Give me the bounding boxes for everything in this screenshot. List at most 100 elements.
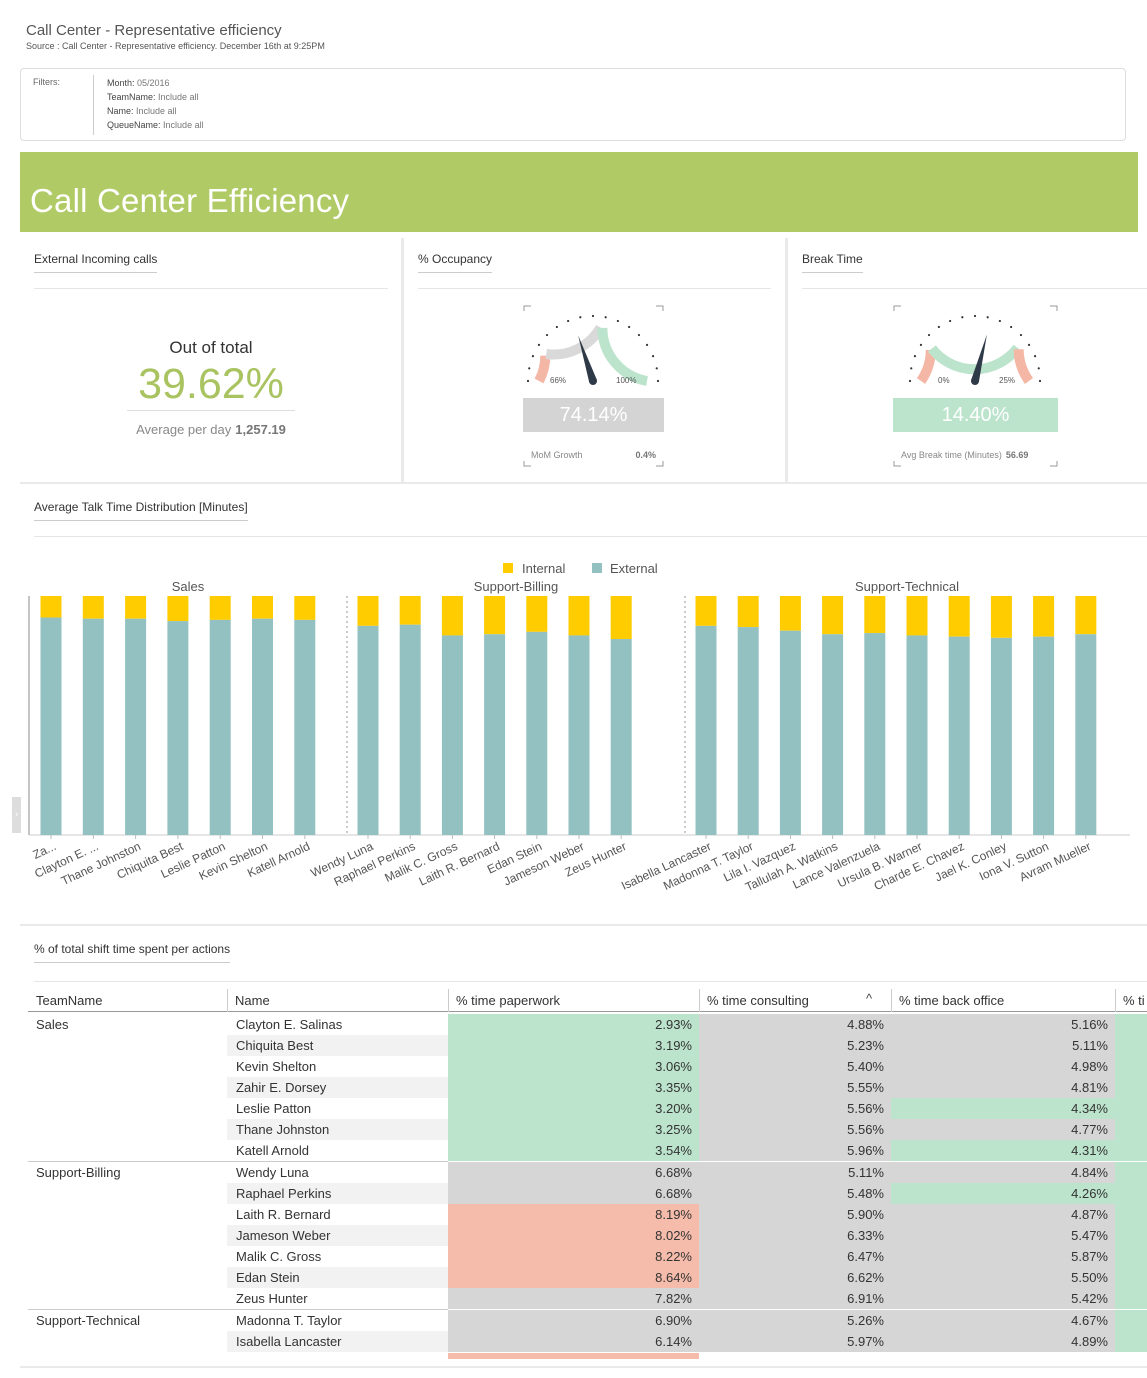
break-time-widget[interactable]: Break Time 0% 25% 14.40% Avg Break time … [788, 238, 1147, 482]
filters-list: Month: 05/2016 TeamName: Include all Nam… [107, 76, 204, 132]
team-name-cell: Support-Technical [36, 1313, 141, 1328]
widget-title: Break Time [802, 252, 863, 273]
filter-month[interactable]: Month: 05/2016 [107, 76, 204, 90]
gauge-tick [616, 319, 619, 323]
gauge-tick [937, 325, 940, 329]
gauge-footer-value: 0.4% [635, 450, 656, 460]
name-cell[interactable]: Edan Stein [227, 1267, 448, 1288]
paperwork-cell: 8.64% [448, 1267, 699, 1288]
consulting-cell: 5.11% [699, 1162, 891, 1183]
consulting-cell: 5.48% [699, 1183, 891, 1204]
gauge-tick [637, 333, 641, 337]
backoffice-cell: 4.67% [891, 1310, 1115, 1331]
gauge-tick [1010, 325, 1013, 329]
sort-icon[interactable]: ^ [866, 991, 873, 1006]
gauge-tick [913, 355, 917, 358]
column-header[interactable]: % time back office [891, 989, 1115, 1012]
external-calls-widget[interactable]: External Incoming calls Out of total 39.… [20, 238, 402, 482]
column-divider [448, 989, 449, 1012]
name-cell[interactable]: Katell Arnold [227, 1140, 448, 1161]
gauge-tick [628, 325, 631, 329]
kpi-subtitle: Average per day 1,257.19 [20, 422, 402, 437]
name-cell[interactable]: Clayton E. Salinas [227, 1014, 448, 1035]
consulting-cell: 5.56% [699, 1119, 891, 1140]
gauge-tick [919, 343, 923, 346]
gauge-band [545, 324, 605, 360]
kpi-sub-value: 1,257.19 [235, 422, 286, 437]
paperwork-cell: 3.06% [448, 1056, 699, 1077]
name-cell[interactable]: Chiquita Best [227, 1035, 448, 1056]
gauge-tick [927, 333, 931, 337]
name-cell[interactable]: Thane Johnston [227, 1119, 448, 1140]
gauge-tick [528, 367, 531, 370]
bar-external [526, 631, 548, 835]
column-header[interactable]: TeamName [28, 989, 227, 1012]
occupancy-widget[interactable]: % Occupancy 66% 100% 74.14% MoM Growth 0.… [404, 238, 785, 482]
gauge-dial [526, 314, 660, 386]
name-cell[interactable]: Madonna T. Taylor [227, 1310, 448, 1331]
gauge-tick [655, 367, 658, 370]
gauge-max-label: 25% [999, 376, 1016, 385]
column-header[interactable]: % ti [1115, 989, 1147, 1012]
column-header[interactable]: Name [227, 989, 448, 1012]
shift-table-widget[interactable]: % of total shift time spent per actions [20, 928, 1147, 988]
widget-title: % Occupancy [418, 252, 493, 273]
filter-value: Include all [136, 106, 177, 116]
expand-handle[interactable]: › [12, 797, 21, 833]
consulting-cell: 4.88% [699, 1014, 891, 1035]
gauge-band [916, 349, 936, 384]
filter-name[interactable]: Name: Include all [107, 104, 204, 118]
name-cell[interactable]: Malik C. Gross [227, 1246, 448, 1267]
filter-key: TeamName: [107, 92, 156, 102]
gauge-value: 14.40% [893, 398, 1058, 432]
name-cell[interactable]: Raphael Perkins [227, 1183, 448, 1204]
overflow-cell [1115, 1056, 1147, 1077]
name-cell[interactable]: Isabella Lancaster [227, 1331, 448, 1352]
column-header[interactable]: % time paperwork [448, 989, 699, 1012]
filter-teamname[interactable]: TeamName: Include all [107, 90, 204, 104]
consulting-cell: 5.97% [699, 1331, 891, 1352]
backoffice-cell: 5.47% [891, 1225, 1115, 1246]
name-cell[interactable]: Zahir E. Dorsey [227, 1077, 448, 1098]
gauge-footer-label: Avg Break time (Minutes) [901, 450, 1002, 460]
filter-queuename[interactable]: QueueName: Include all [107, 118, 204, 132]
name-cell[interactable]: Laith R. Bernard [227, 1204, 448, 1225]
name-cell[interactable]: Zeus Hunter [227, 1288, 448, 1309]
break-gauge: 0% 25% 14.40% Avg Break time (Minutes) 56… [893, 305, 1058, 467]
overflow-cell [1115, 1077, 1147, 1098]
paperwork-cell: 8.02% [448, 1225, 699, 1246]
bar-internal [779, 596, 801, 631]
consulting-cell: 5.56% [699, 1098, 891, 1119]
bar-external [737, 627, 759, 835]
filter-key: QueueName: [107, 120, 161, 130]
group-divider [28, 1161, 448, 1162]
gauge-tick [545, 333, 549, 337]
gauge-band [534, 355, 551, 384]
gauge-footer: MoM Growth 0.4% [531, 450, 656, 460]
gauge-needle-hub [589, 377, 597, 385]
gauge-tick [591, 314, 595, 318]
name-cell[interactable]: Kevin Shelton [227, 1056, 448, 1077]
column-header[interactable]: % time consulting [699, 989, 891, 1012]
bar-external [167, 621, 189, 835]
bar-internal [737, 596, 759, 628]
bar-external [441, 635, 463, 835]
consulting-cell: 6.47% [699, 1246, 891, 1267]
group-label: Support-Billing [474, 579, 559, 594]
column-divider [227, 989, 228, 1012]
occupancy-gauge: 66% 100% 74.14% MoM Growth 0.4% [523, 305, 664, 467]
name-cell[interactable]: Wendy Luna [227, 1162, 448, 1183]
gauge-frame [893, 305, 1058, 467]
gauge-tick [986, 316, 989, 319]
paperwork-cell [448, 1353, 699, 1359]
name-cell[interactable]: Jameson Weber [227, 1225, 448, 1246]
name-cell[interactable]: Leslie Patton [227, 1098, 448, 1119]
overflow-cell [1115, 1014, 1147, 1035]
gauge-tick [1038, 379, 1042, 383]
gauge-tick [526, 379, 530, 383]
gauge-tick [998, 319, 1001, 323]
bar-external [779, 630, 801, 835]
chart-legend: Internal External [503, 561, 658, 576]
widget-title-divider [418, 288, 771, 289]
bar-internal [399, 596, 421, 625]
